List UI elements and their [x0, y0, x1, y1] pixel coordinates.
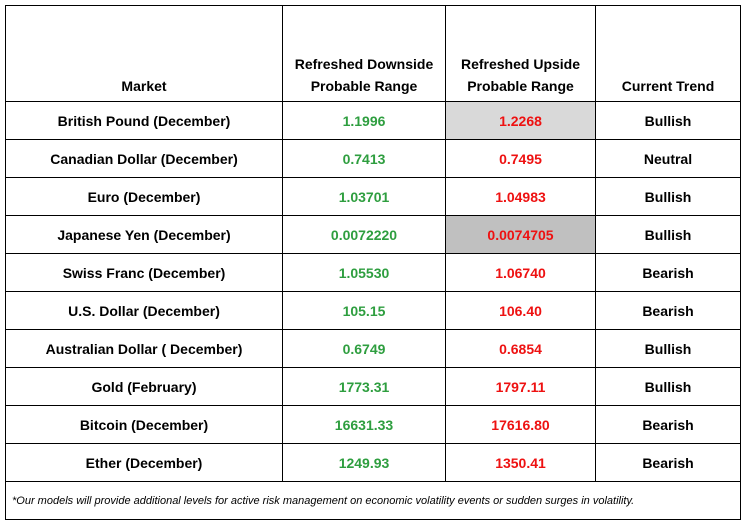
- trend-cell: Bearish: [595, 291, 741, 330]
- downside-cell: 0.0072220: [282, 215, 446, 254]
- table-row: Bitcoin (December) 16631.33 17616.80 Bea…: [5, 405, 741, 444]
- header-market: Market: [5, 5, 283, 102]
- downside-cell: 1.05530: [282, 253, 446, 292]
- trend-cell: Bullish: [595, 177, 741, 216]
- table-row: British Pound (December) 1.1996 1.2268 B…: [5, 101, 741, 140]
- market-cell: Canadian Dollar (December): [5, 139, 283, 178]
- trend-cell: Bearish: [595, 443, 741, 482]
- market-cell: Bitcoin (December): [5, 405, 283, 444]
- downside-cell: 1249.93: [282, 443, 446, 482]
- downside-cell: 16631.33: [282, 405, 446, 444]
- market-cell: British Pound (December): [5, 101, 283, 140]
- trend-cell: Bullish: [595, 101, 741, 140]
- table-row: Ether (December) 1249.93 1350.41 Bearish: [5, 443, 741, 482]
- upside-cell: 1.06740: [445, 253, 596, 292]
- market-cell: Gold (February): [5, 367, 283, 406]
- header-trend: Current Trend: [595, 5, 741, 102]
- market-cell: Japanese Yen (December): [5, 215, 283, 254]
- downside-cell: 0.7413: [282, 139, 446, 178]
- table-row: Swiss Franc (December) 1.05530 1.06740 B…: [5, 253, 741, 292]
- trend-cell: Bearish: [595, 405, 741, 444]
- market-cell: Swiss Franc (December): [5, 253, 283, 292]
- upside-cell: 0.0074705: [445, 215, 596, 254]
- upside-cell: 17616.80: [445, 405, 596, 444]
- downside-cell: 1.1996: [282, 101, 446, 140]
- upside-cell: 1.2268: [445, 101, 596, 140]
- header-upside: Refreshed Upside Probable Range: [445, 5, 596, 102]
- trend-cell: Bearish: [595, 253, 741, 292]
- table-row: Japanese Yen (December) 0.0072220 0.0074…: [5, 215, 741, 254]
- table-row: Gold (February) 1773.31 1797.11 Bullish: [5, 367, 741, 406]
- market-cell: Australian Dollar ( December): [5, 329, 283, 368]
- trend-cell: Bullish: [595, 367, 741, 406]
- table-row: Australian Dollar ( December) 0.6749 0.6…: [5, 329, 741, 368]
- downside-cell: 1773.31: [282, 367, 446, 406]
- market-cell: Ether (December): [5, 443, 283, 482]
- downside-cell: 105.15: [282, 291, 446, 330]
- table-row: U.S. Dollar (December) 105.15 106.40 Bea…: [5, 291, 741, 330]
- footnote: *Our models will provide additional leve…: [5, 481, 741, 520]
- upside-cell: 1797.11: [445, 367, 596, 406]
- trend-cell: Bullish: [595, 329, 741, 368]
- upside-cell: 0.7495: [445, 139, 596, 178]
- upside-cell: 0.6854: [445, 329, 596, 368]
- header-row: Market Refreshed Downside Probable Range …: [5, 5, 741, 102]
- market-cell: Euro (December): [5, 177, 283, 216]
- footnote-row: *Our models will provide additional leve…: [5, 481, 741, 520]
- table-row: Canadian Dollar (December) 0.7413 0.7495…: [5, 139, 741, 178]
- market-cell: U.S. Dollar (December): [5, 291, 283, 330]
- upside-cell: 1.04983: [445, 177, 596, 216]
- downside-cell: 1.03701: [282, 177, 446, 216]
- downside-cell: 0.6749: [282, 329, 446, 368]
- probable-range-table: Market Refreshed Downside Probable Range …: [5, 5, 741, 520]
- upside-cell: 106.40: [445, 291, 596, 330]
- table-row: Euro (December) 1.03701 1.04983 Bullish: [5, 177, 741, 216]
- trend-cell: Bullish: [595, 215, 741, 254]
- trend-cell: Neutral: [595, 139, 741, 178]
- header-downside: Refreshed Downside Probable Range: [282, 5, 446, 102]
- upside-cell: 1350.41: [445, 443, 596, 482]
